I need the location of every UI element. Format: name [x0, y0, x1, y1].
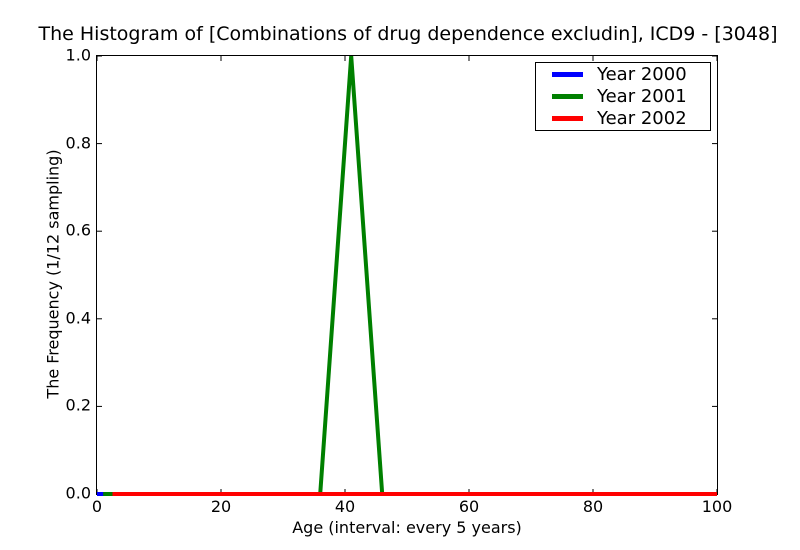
- legend-label-year-2001: Year 2001: [597, 85, 687, 107]
- legend: Year 2000 Year 2001 Year 2002: [535, 62, 711, 131]
- x-tick-label-100: 100: [701, 497, 733, 516]
- y-tick-label-0.8: 0.8: [65, 133, 91, 153]
- chart-title: The Histogram of [Combinations of drug d…: [38, 23, 778, 45]
- x-tick-label-20: 20: [210, 497, 232, 516]
- y-tick-label-0.0: 0.0: [65, 483, 91, 503]
- legend-line-swatch-year-2000: [552, 72, 583, 77]
- legend-label-year-2000: Year 2000: [597, 63, 687, 85]
- x-tick-label-0: 0: [91, 497, 103, 516]
- y-axis-label: The Frequency (1/12 sampling): [43, 149, 63, 399]
- legend-item-year-2002: Year 2002: [552, 108, 710, 130]
- x-tick-label-80: 80: [582, 497, 604, 516]
- x-tick-label-60: 60: [458, 497, 480, 516]
- plot-area: [96, 55, 718, 496]
- y-tick-label-0.6: 0.6: [65, 220, 91, 240]
- y-tick-label-0.4: 0.4: [65, 308, 91, 328]
- legend-item-year-2000: Year 2000: [552, 64, 710, 86]
- legend-line-swatch-year-2002: [552, 116, 583, 121]
- legend-item-year-2001: Year 2001: [552, 86, 710, 108]
- y-tick-label-0.2: 0.2: [65, 395, 91, 415]
- x-axis-label: Age (interval: every 5 years): [292, 518, 522, 537]
- legend-line-swatch-year-2001: [552, 94, 583, 99]
- x-tick-label-40: 40: [334, 497, 356, 516]
- plot-canvas: [96, 55, 718, 496]
- y-tick-label-1.0: 1.0: [65, 45, 91, 65]
- legend-label-year-2002: Year 2002: [597, 107, 687, 129]
